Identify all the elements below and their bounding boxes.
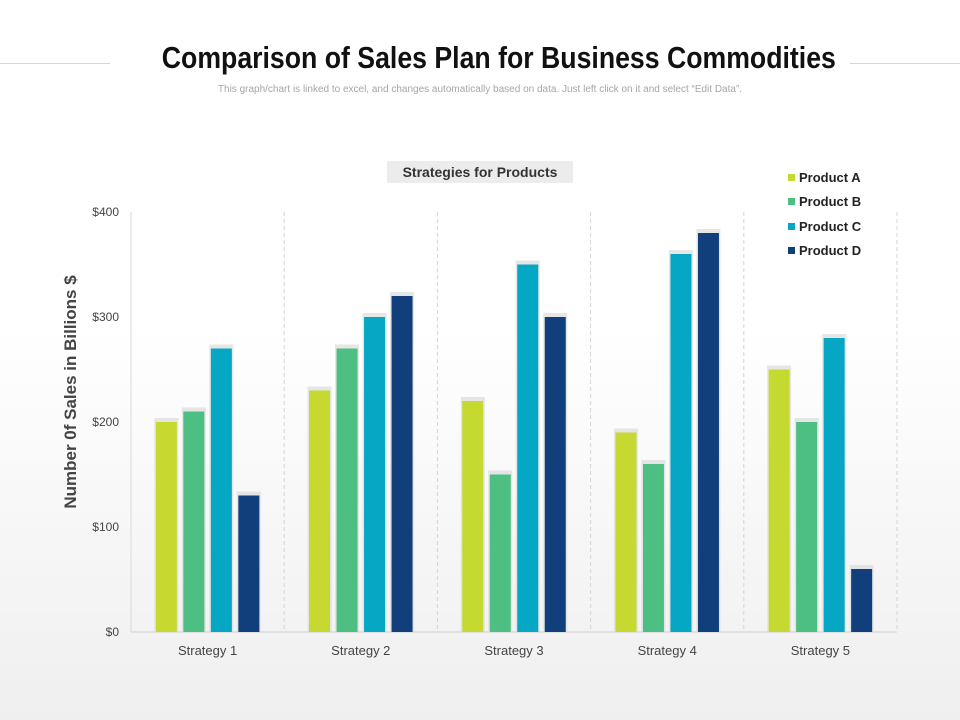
legend-item[interactable]: Product A	[788, 165, 861, 190]
bar	[364, 317, 386, 632]
legend-item[interactable]: Product C	[788, 214, 861, 239]
legend-swatch	[788, 247, 795, 255]
legend-label: Product A	[799, 169, 861, 185]
bar	[670, 254, 692, 632]
chart-legend[interactable]: Product A Product B Product C Product D	[788, 165, 861, 263]
bar	[489, 474, 511, 632]
page-subtitle: This graph/chart is linked to excel, and…	[217, 84, 743, 95]
bar	[851, 569, 873, 632]
bar	[796, 422, 818, 632]
bar	[517, 264, 539, 632]
y-tick-label: $200	[92, 415, 119, 429]
x-tick-label: Strategy 2	[331, 643, 390, 658]
y-tick-label: $400	[92, 205, 119, 219]
legend-label: Product D	[799, 243, 862, 259]
bar	[823, 338, 845, 632]
x-tick-label: Strategy 3	[484, 643, 543, 658]
title-divider-left	[0, 63, 110, 64]
bar	[155, 422, 177, 632]
legend-item[interactable]: Product D	[788, 239, 861, 264]
title-row: Comparison of Sales Plan for Business Co…	[0, 40, 960, 88]
x-tick-label: Strategy 4	[638, 643, 697, 658]
legend-label: Product C	[799, 218, 862, 234]
x-tick-label: Strategy 1	[178, 643, 237, 658]
bar	[183, 411, 205, 632]
bar	[210, 348, 232, 632]
bar	[309, 390, 331, 632]
bar	[462, 401, 484, 632]
y-tick-label: $100	[92, 520, 119, 534]
legend-swatch	[788, 198, 795, 206]
chart-title[interactable]: Strategies for Products	[387, 161, 573, 183]
legend-label: Product B	[799, 194, 862, 210]
bar	[615, 432, 637, 632]
x-tick-label: Strategy 5	[791, 643, 850, 658]
page-title: Comparison of Sales Plan for Business Co…	[161, 40, 836, 75]
bar	[391, 296, 413, 632]
legend-swatch	[788, 222, 795, 230]
legend-swatch	[788, 173, 795, 181]
bar	[768, 369, 790, 632]
bar	[336, 348, 358, 632]
bar	[544, 317, 566, 632]
bar	[238, 495, 260, 632]
y-tick-label: $0	[106, 625, 120, 639]
y-axis-title: Number 0f Sales in Billions $	[61, 275, 80, 509]
legend-item[interactable]: Product B	[788, 190, 861, 215]
bar	[697, 233, 719, 632]
y-tick-label: $300	[92, 310, 119, 324]
bar	[642, 464, 664, 632]
title-divider-right	[850, 63, 960, 64]
